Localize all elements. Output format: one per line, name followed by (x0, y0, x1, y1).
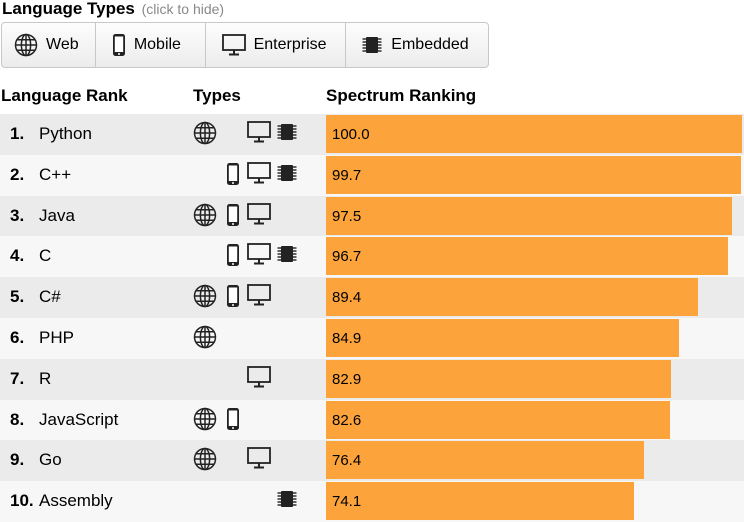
language-name[interactable]: R (39, 368, 52, 388)
bar-value-label: 99.7 (332, 166, 362, 184)
bar-value-label: 89.4 (332, 289, 362, 307)
globe-icon (193, 325, 217, 354)
bar-value-label: 97.5 (332, 207, 362, 225)
mobile-phone-icon (112, 33, 126, 57)
desktop-monitor-icon (247, 447, 271, 474)
mobile-phone-icon (226, 407, 240, 436)
chip-icon (276, 162, 298, 189)
spectrum-bar: 96.7 (326, 237, 729, 276)
desktop-monitor-icon (247, 202, 271, 230)
bar-value-label: 96.7 (332, 248, 362, 266)
header-types[interactable]: Types (193, 86, 241, 105)
filter-embedded-label: Embedded (391, 36, 469, 53)
table-row[interactable]: 3. Java 97.5 (0, 195, 744, 237)
spectrum-bar: 89.4 (326, 278, 698, 317)
bar-value-label: 74.1 (332, 493, 362, 511)
globe-icon (193, 407, 217, 436)
header-language-rank[interactable]: Language Rank (1, 86, 128, 105)
table-row[interactable]: 4. C 96.7 (0, 236, 744, 278)
globe-icon (193, 121, 217, 150)
spectrum-bar: 97.5 (326, 196, 732, 235)
filter-mobile-label: Mobile (133, 36, 181, 53)
chip-icon (276, 488, 298, 515)
filter-embedded-button[interactable]: Embedded (346, 23, 488, 67)
header-spectrum-ranking[interactable]: Spectrum Ranking (326, 86, 477, 105)
rank-number: 5. (10, 287, 25, 307)
rank-number: 9. (10, 450, 25, 470)
rank-number: 4. (10, 246, 25, 266)
spectrum-bar: 76.4 (326, 441, 644, 480)
mobile-phone-icon (226, 243, 240, 272)
spectrum-bar: 74.1 (326, 482, 635, 521)
language-name[interactable]: JavaScript (39, 409, 119, 429)
spectrum-bar: 84.9 (326, 318, 680, 357)
language-name[interactable]: Go (39, 450, 62, 470)
spectrum-bar: 82.6 (326, 400, 670, 439)
bar-value-label: 84.9 (332, 329, 362, 347)
ranking-table: 1. Python 100.0 2. C++ 99.7 3. Java 97.5 4. C 96.7 5… (0, 114, 744, 522)
filter-web-label: Web (46, 36, 79, 53)
language-name[interactable]: Python (39, 124, 92, 143)
spectrum-bar: 100.0 (326, 115, 742, 153)
bar-value-label: 82.6 (332, 411, 362, 429)
table-row[interactable]: 7. R 82.9 (0, 358, 744, 400)
spectrum-bar: 82.9 (326, 359, 671, 398)
table-row[interactable]: 1. Python 100.0 (0, 114, 744, 155)
rank-number: 6. (10, 327, 25, 347)
rank-number: 10. (10, 491, 34, 511)
table-row[interactable]: 2. C++ 99.7 (0, 154, 744, 196)
spectrum-bar: 99.7 (326, 155, 741, 194)
language-type-filter: Web Mobile Enterprise Embedded (1, 22, 489, 68)
mobile-phone-icon (226, 203, 240, 232)
globe-icon (193, 284, 217, 313)
table-row[interactable]: 9. Go 76.4 (0, 440, 744, 482)
table-row[interactable]: 5. C# 89.4 (0, 277, 744, 318)
desktop-monitor-icon (221, 34, 246, 56)
language-name[interactable]: C++ (39, 164, 72, 184)
mobile-phone-icon (226, 162, 240, 191)
desktop-monitor-icon (247, 284, 271, 311)
table-row[interactable]: 8. JavaScript 82.6 (0, 399, 744, 441)
chip-icon (361, 34, 383, 56)
filter-enterprise-label: Enterprise (253, 36, 327, 53)
language-name[interactable]: C# (39, 287, 61, 307)
table-row[interactable]: 10. Assembly 74.1 (0, 481, 744, 522)
legend-title-text: Language Types (2, 0, 135, 18)
desktop-monitor-icon (247, 365, 271, 393)
language-name[interactable]: Assembly (39, 491, 113, 511)
filter-enterprise-button[interactable]: Enterprise (206, 23, 347, 67)
filter-web-button[interactable]: Web (2, 23, 96, 67)
legend-title: Language Types (click to hide) (2, 0, 224, 19)
bar-value-label: 76.4 (332, 452, 362, 470)
rank-number: 1. (10, 124, 25, 143)
rank-number: 2. (10, 164, 25, 184)
globe-icon (193, 203, 217, 232)
language-name[interactable]: C (39, 246, 52, 266)
chip-icon (276, 121, 298, 148)
filter-mobile-button[interactable]: Mobile (96, 23, 206, 67)
bar-value-label: 82.9 (332, 370, 362, 388)
legend-hide-toggle[interactable]: (click to hide) (141, 1, 225, 17)
language-name[interactable]: PHP (39, 327, 74, 347)
table-row[interactable]: 6. PHP 84.9 (0, 317, 744, 359)
desktop-monitor-icon (247, 243, 271, 270)
rank-number: 3. (10, 205, 25, 225)
rank-number: 7. (10, 368, 25, 388)
bar-value-label: 100.0 (332, 126, 370, 143)
globe-icon (193, 447, 217, 476)
mobile-phone-icon (226, 284, 240, 313)
desktop-monitor-icon (247, 161, 271, 189)
desktop-monitor-icon (247, 121, 271, 148)
globe-icon (14, 33, 38, 57)
language-name[interactable]: Java (39, 205, 75, 225)
rank-number: 8. (10, 409, 25, 429)
chip-icon (276, 243, 298, 270)
